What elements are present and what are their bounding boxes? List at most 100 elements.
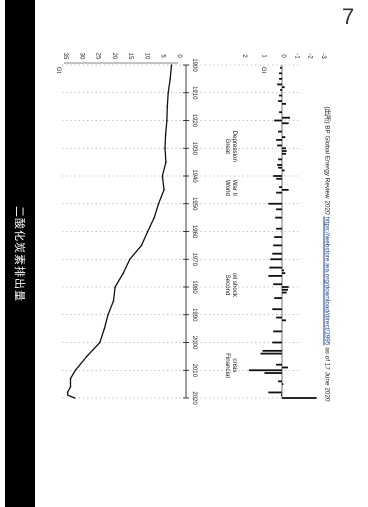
change-bar — [276, 208, 282, 211]
title-bar — [5, 0, 35, 507]
change-bar — [264, 372, 282, 374]
change-bar — [272, 308, 282, 311]
event-label: Depression — [231, 131, 238, 163]
change-bar — [274, 236, 282, 238]
year-tick-label: 1970 — [191, 253, 197, 267]
change-tick-label: 0 — [280, 54, 286, 58]
emissions-tick-label: 20 — [111, 53, 117, 60]
source-link[interactable]: https://webstore.iea.org/download/direct… — [323, 216, 331, 346]
event-label: crisis — [231, 358, 238, 372]
change-bar — [282, 397, 317, 399]
emissions-point — [69, 386, 72, 388]
emissions-unit-label: Gt — [55, 67, 61, 74]
change-bar — [282, 366, 288, 369]
change-bar — [282, 272, 286, 275]
emissions-point — [164, 133, 167, 136]
change-bar — [282, 291, 287, 294]
change-bar — [274, 119, 282, 122]
change-bar — [248, 369, 282, 372]
change-bar — [270, 258, 282, 261]
change-bar — [277, 83, 282, 86]
emissions-point — [165, 161, 167, 163]
year-tick-label: 1900 — [191, 58, 197, 72]
change-bar — [279, 72, 282, 75]
event-label: Financial — [224, 353, 231, 378]
change-unit-label: Gt — [260, 67, 266, 74]
year-tick-label: 2000 — [191, 336, 197, 350]
change-bar — [272, 252, 282, 255]
change-bar — [262, 349, 282, 352]
change-bar — [282, 286, 289, 288]
emissions-tick-label: 5 — [160, 54, 166, 58]
emissions-point — [107, 313, 109, 316]
change-bar — [275, 216, 282, 219]
change-tick-label: 2 — [241, 54, 247, 58]
emissions-point — [69, 377, 72, 380]
emissions-tick-label: 35 — [62, 53, 68, 60]
chart-labels: Great Depression World War II Second oil shoc… — [224, 131, 238, 378]
change-bar — [268, 391, 282, 394]
source-suffix: as of 17 June 2020 — [323, 345, 331, 402]
change-bar — [278, 158, 282, 161]
year-tick-label: 1940 — [191, 169, 197, 183]
change-tick-label: -3 — [320, 53, 326, 59]
year-tick-label: 2020 — [191, 391, 197, 405]
change-bar — [282, 288, 288, 291]
change-bar — [280, 66, 282, 69]
emissions-point — [128, 258, 131, 261]
change-bar — [282, 116, 290, 119]
change-bar — [282, 269, 284, 272]
change-bar — [260, 352, 282, 355]
emissions-point — [67, 394, 69, 397]
change-bar — [282, 102, 286, 105]
year-tick-label: 1910 — [191, 86, 197, 100]
change-bar — [278, 166, 282, 169]
emissions-point — [112, 300, 115, 302]
emissions-point — [73, 397, 76, 399]
change-bar — [276, 191, 282, 194]
emissions-point — [157, 202, 160, 205]
event-label: oil shock — [231, 273, 238, 298]
change-bar — [273, 175, 282, 177]
change-bar — [282, 383, 284, 386]
change-bar — [273, 283, 282, 286]
emissions-line-chart — [66, 64, 173, 399]
change-bar — [269, 266, 282, 269]
emissions-point — [122, 272, 125, 274]
emissions-tick-label: 30 — [78, 53, 84, 60]
change-bar — [278, 100, 282, 102]
emissions-point — [166, 119, 168, 122]
change-bar — [278, 130, 282, 133]
change-bar — [282, 169, 285, 172]
change-bar — [282, 188, 289, 191]
year-tick-label: 1980 — [191, 280, 197, 294]
event-label: Great — [224, 139, 231, 155]
change-bar — [282, 319, 286, 322]
annual-change-bar-chart — [248, 66, 317, 399]
change-bar — [280, 89, 282, 91]
emissions-point — [153, 216, 156, 219]
emissions-point — [167, 91, 170, 94]
emissions-point — [146, 230, 149, 233]
change-bar — [272, 341, 282, 344]
emissions-point — [170, 64, 173, 66]
change-bar — [276, 177, 282, 180]
change-bar — [279, 77, 282, 80]
change-bar — [279, 186, 282, 188]
year-tick-label: 1920 — [191, 114, 197, 128]
emissions-point — [169, 78, 171, 80]
change-bar — [273, 244, 282, 247]
change-bar — [281, 394, 282, 397]
event-label: World — [224, 180, 231, 197]
emissions-series-line — [66, 64, 173, 399]
change-bar — [274, 297, 282, 299]
change-bar — [273, 330, 282, 333]
emissions-point — [114, 286, 116, 288]
change-bar — [282, 86, 285, 89]
event-label: Second — [224, 275, 231, 297]
emissions-tick-label: 15 — [127, 53, 133, 60]
emissions-point — [161, 175, 164, 177]
year-tick-label: 1950 — [191, 197, 197, 211]
change-bar — [276, 139, 282, 141]
